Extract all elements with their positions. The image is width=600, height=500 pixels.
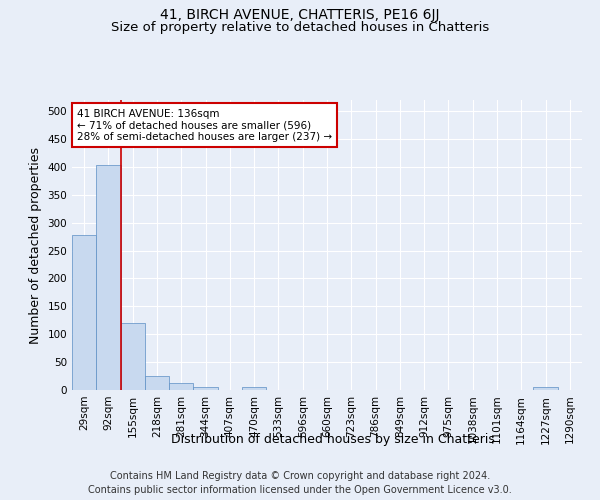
Text: 41, BIRCH AVENUE, CHATTERIS, PE16 6JJ: 41, BIRCH AVENUE, CHATTERIS, PE16 6JJ [160,8,440,22]
Text: Distribution of detached houses by size in Chatteris: Distribution of detached houses by size … [171,432,495,446]
Bar [121,323,145,390]
Bar [193,387,218,390]
Text: Size of property relative to detached houses in Chatteris: Size of property relative to detached ho… [111,21,489,34]
Text: 41 BIRCH AVENUE: 136sqm
← 71% of detached houses are smaller (596)
28% of semi-d: 41 BIRCH AVENUE: 136sqm ← 71% of detache… [77,108,332,142]
Bar [533,387,558,390]
Bar [242,387,266,390]
Bar [96,165,121,390]
Bar [72,235,96,390]
Bar [169,383,193,390]
Y-axis label: Number of detached properties: Number of detached properties [29,146,42,344]
Bar [145,376,169,390]
Text: Contains HM Land Registry data © Crown copyright and database right 2024.
Contai: Contains HM Land Registry data © Crown c… [88,471,512,495]
